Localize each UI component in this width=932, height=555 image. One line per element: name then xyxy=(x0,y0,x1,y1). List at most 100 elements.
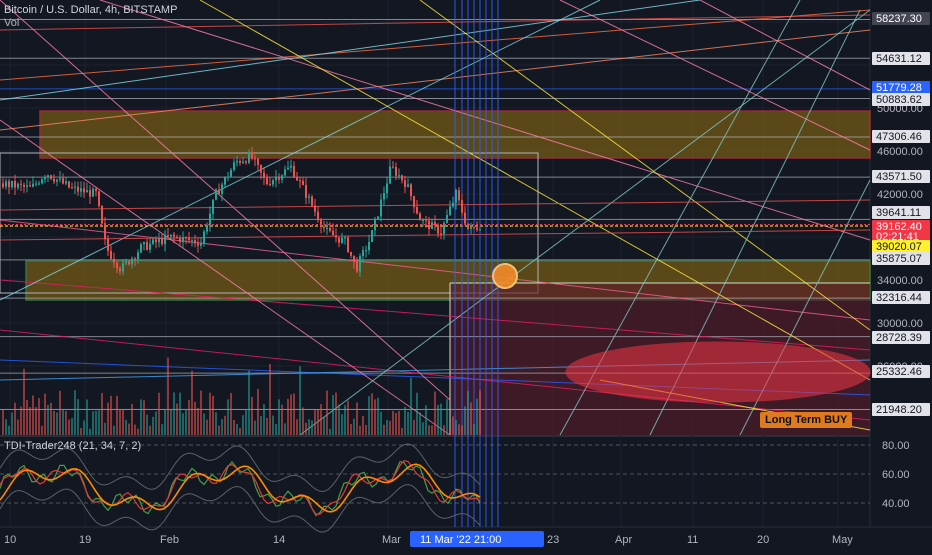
candle-body xyxy=(218,189,220,194)
volume-bar xyxy=(317,409,319,435)
candle-body xyxy=(284,169,286,176)
volume-bar xyxy=(92,411,94,435)
volume-bar xyxy=(257,388,259,435)
candle-body xyxy=(149,243,151,250)
candle-body xyxy=(302,180,304,185)
volume-bar xyxy=(152,416,154,435)
volume-bar xyxy=(230,392,232,435)
volume-bar xyxy=(155,411,157,435)
volume-bar xyxy=(200,390,202,435)
volume-bar xyxy=(290,394,292,435)
trend-line xyxy=(0,9,871,81)
volume-bar xyxy=(296,419,298,435)
candle-body xyxy=(146,242,148,250)
candle-body xyxy=(455,190,457,203)
indicator-title[interactable]: TDI-Trader248 (21, 34, 7, 2) xyxy=(4,440,142,452)
time-axis[interactable]: 10 19 Feb 14 Mar 23 Apr 11 20 May 11 Mar '22 21:00 xyxy=(4,531,853,547)
time-tick-label: Mar xyxy=(382,534,401,546)
trend-line xyxy=(199,0,871,381)
volume-bar xyxy=(464,406,466,435)
price-badge-label: 35875.07 xyxy=(876,253,922,265)
volume-bar xyxy=(203,413,205,435)
candle-body xyxy=(254,158,256,160)
candle-body xyxy=(95,188,97,192)
candle-body xyxy=(290,165,292,168)
candle-body xyxy=(281,175,283,180)
volume-bar xyxy=(383,424,385,435)
price-badge xyxy=(872,230,930,243)
candle-body xyxy=(209,213,211,227)
overlays-layer xyxy=(0,224,871,403)
volume-bar xyxy=(164,409,166,435)
chart-legend: Bitcoin / U.S. Dollar, 4h, BITSTAMP Vol xyxy=(4,4,177,30)
volume-bar xyxy=(341,414,343,435)
volume-bar xyxy=(425,405,427,435)
time-tick-label: 11 xyxy=(687,534,698,546)
volume-bar xyxy=(455,419,457,435)
candle-body xyxy=(230,169,232,177)
volume-bar xyxy=(206,419,208,435)
volume-bar xyxy=(458,424,460,435)
volume-bar xyxy=(38,398,40,435)
volume-bar xyxy=(452,416,454,435)
volume-label[interactable]: Vol xyxy=(4,17,20,29)
candle-body xyxy=(251,152,253,159)
long-term-buy-label[interactable]: Long Term BUY xyxy=(760,412,853,428)
volume-bar xyxy=(56,412,58,435)
volume-bar xyxy=(467,391,469,435)
price-badge xyxy=(872,130,930,143)
volume-bar xyxy=(410,377,412,435)
candle-body xyxy=(110,250,112,259)
candle-body xyxy=(329,227,331,231)
candle-body xyxy=(23,184,25,187)
volume-bar xyxy=(50,402,52,435)
price-badge-label: 58237.30 xyxy=(876,13,922,25)
candle-body xyxy=(272,180,274,185)
candle-body xyxy=(326,227,328,229)
volume-bar xyxy=(176,403,178,435)
candle-body xyxy=(374,218,376,231)
candle-body xyxy=(104,223,106,240)
volume-bar xyxy=(386,420,388,435)
price-tick-label: 34000.00 xyxy=(877,275,923,287)
volume-bar xyxy=(170,409,172,435)
volume-bar xyxy=(389,420,391,435)
volume-bar xyxy=(428,425,430,435)
candle-body xyxy=(476,227,478,230)
volume-bar xyxy=(218,425,220,435)
candle-body xyxy=(386,183,388,194)
volume-bar xyxy=(347,400,349,435)
volume-bar xyxy=(26,399,28,435)
volume-bar xyxy=(287,398,289,435)
volume-bar xyxy=(224,415,226,435)
time-tick-label: 19 xyxy=(79,534,91,546)
symbol-title[interactable]: Bitcoin / U.S. Dollar, 4h, BITSTAMP xyxy=(4,4,178,16)
volume-bar xyxy=(473,423,475,435)
candle-body xyxy=(35,183,37,185)
volume-bar xyxy=(80,428,82,435)
candle-body xyxy=(179,237,181,243)
candle-body xyxy=(152,239,154,244)
candle-body xyxy=(473,227,475,229)
candle-body xyxy=(434,222,436,225)
volume-bar xyxy=(437,404,439,435)
volume-bar xyxy=(20,406,22,435)
volume-bar xyxy=(95,410,97,435)
candle-body xyxy=(440,233,442,235)
volume-bar xyxy=(239,427,241,435)
volume-bar xyxy=(338,404,340,435)
candle-body xyxy=(308,196,310,198)
price-axis[interactable]: 80.0060.0040.0050000.0046000.0042000.003… xyxy=(872,12,930,510)
volume-bar xyxy=(359,425,361,435)
volume-bar xyxy=(320,404,322,435)
candle-body xyxy=(257,158,259,165)
trend-line xyxy=(0,0,601,301)
candle-body xyxy=(59,178,61,180)
candle-body xyxy=(299,180,301,182)
candle-body xyxy=(332,230,334,236)
trend-line xyxy=(0,329,871,421)
candle-body xyxy=(233,162,235,170)
volume-bar xyxy=(233,420,235,435)
